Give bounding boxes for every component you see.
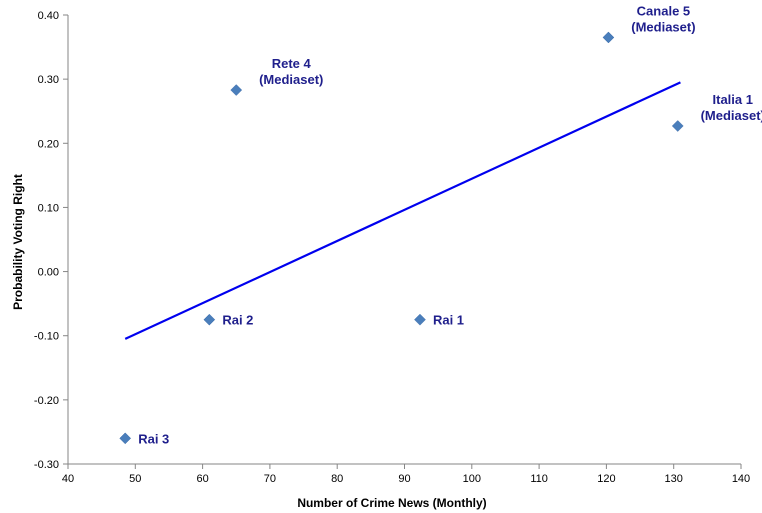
point-label-line: (Mediaset) <box>701 108 762 123</box>
point-label: Rete 4 (Mediaset) <box>259 56 323 87</box>
x-tick-label: 100 <box>463 473 481 485</box>
point-label: Italia 1 (Mediaset) <box>701 92 762 123</box>
axes: 40 50 60 70 80 90 100 110 120 130 140 0.40 0.30 0.20 0… <box>34 10 750 485</box>
data-point <box>119 432 132 445</box>
y-tick-label: -0.30 <box>34 459 59 471</box>
x-tick-label: 110 <box>530 473 548 485</box>
point-label: Rai 2 <box>222 313 253 328</box>
point-label: Rai 3 <box>138 431 169 446</box>
data-point <box>671 120 684 132</box>
y-tick-label: 0.20 <box>38 138 59 150</box>
x-tick-label: 80 <box>331 473 343 485</box>
point-label: Rai 1 <box>433 313 464 328</box>
point-label-line: (Mediaset) <box>259 72 323 87</box>
x-tick-label: 60 <box>196 473 208 485</box>
y-tick-label: 0.10 <box>38 202 59 214</box>
y-tick-label: 0.00 <box>38 267 59 279</box>
data-point <box>602 31 615 44</box>
x-tick-label: 70 <box>264 473 276 485</box>
point-label: Canale 5 (Mediaset) <box>631 3 695 34</box>
point-label-line: Rete 4 <box>272 56 312 71</box>
x-tick-label: 50 <box>129 473 141 485</box>
y-tick-label: 0.40 <box>38 10 59 22</box>
x-tick-label: 130 <box>665 473 683 485</box>
x-tick-label: 120 <box>597 473 615 485</box>
y-axis-title: Probability Voting Right <box>11 174 25 310</box>
point-label-line: (Mediaset) <box>631 19 695 34</box>
x-tick-label: 40 <box>62 473 74 485</box>
x-axis-title: Number of Crime News (Monthly) <box>297 496 486 510</box>
data-point <box>203 313 216 326</box>
trendline-group <box>124 81 681 340</box>
x-tick-label: 90 <box>398 473 410 485</box>
y-tick-label: -0.20 <box>34 395 59 407</box>
data-point <box>230 84 243 96</box>
point-label-line: Italia 1 <box>713 92 753 107</box>
x-tick-label: 140 <box>732 473 750 485</box>
trendline <box>124 81 681 340</box>
y-tick-label: 0.30 <box>38 74 59 86</box>
point-label-line: Canale 5 <box>637 3 690 18</box>
y-tick-label: -0.10 <box>34 331 59 343</box>
data-point <box>414 313 426 326</box>
